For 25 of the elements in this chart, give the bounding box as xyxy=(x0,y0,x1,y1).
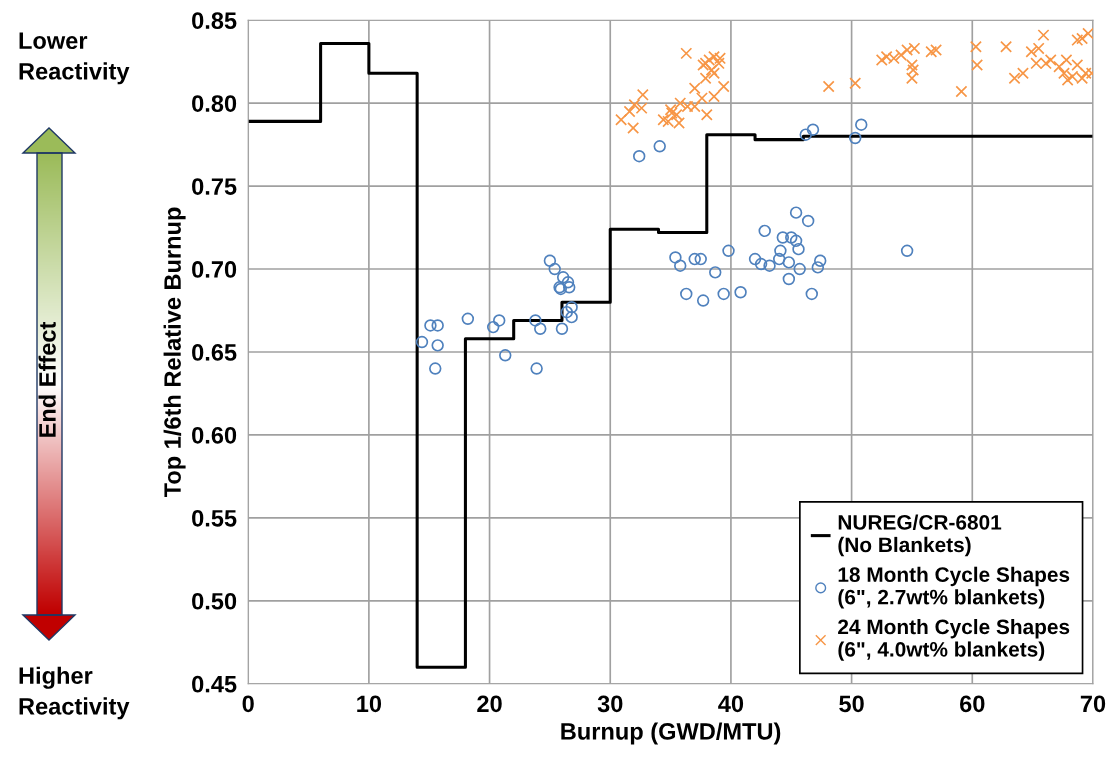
y-tick-label: 0.55 xyxy=(192,509,237,527)
x-tick-label: 0 xyxy=(242,695,254,713)
y-tick-label: 0.60 xyxy=(192,426,237,444)
y-tick-label: 0.45 xyxy=(192,675,237,693)
legend-label: 24 Month Cycle Shapes (6", 4.0wt% blankets) xyxy=(838,618,1070,661)
legend-label: NUREG/CR-6801 (No Blankets) xyxy=(838,514,1002,557)
text: End Effect xyxy=(38,321,56,437)
y-tick-label: 0.85 xyxy=(192,12,237,29)
legend-label: 18 Month Cycle Shapes (6", 2.7wt% blankets) xyxy=(838,566,1070,609)
x-tick-label: 60 xyxy=(960,695,985,713)
x-tick-label: 30 xyxy=(597,695,623,713)
x-tick-label: 20 xyxy=(477,695,502,713)
x-tick-label: 50 xyxy=(839,695,864,713)
text: Lower Reactivity xyxy=(19,32,130,85)
y-axis-title: Top 1/6th Relative Burnup xyxy=(163,207,186,498)
y-tick-label: 0.65 xyxy=(192,344,237,361)
text: Higher Reactivity xyxy=(19,666,130,720)
x-tick-label: 70 xyxy=(1080,695,1106,713)
x-tick-label: 10 xyxy=(357,695,382,713)
x-tick-label: 40 xyxy=(718,695,744,713)
x-axis-title: Burnup (GWD/MTU) xyxy=(561,722,781,745)
y-tick-label: 0.75 xyxy=(192,178,237,195)
y-tick-label: 0.70 xyxy=(192,261,237,278)
y-tick-label: 0.80 xyxy=(192,95,237,112)
y-tick-label: 0.50 xyxy=(192,592,237,610)
